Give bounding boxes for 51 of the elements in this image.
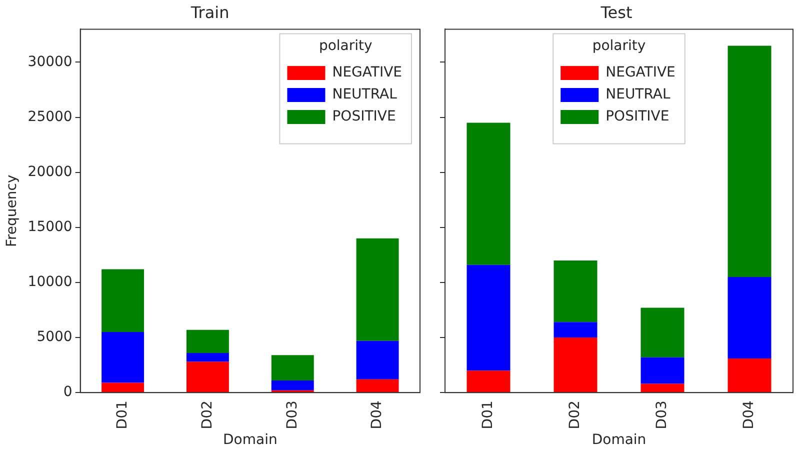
bar: [102, 269, 144, 332]
x-tick-label: D02: [567, 400, 584, 430]
x-tick-label: D02: [199, 400, 216, 430]
bar: [186, 352, 229, 362]
legend-label: POSITIVE: [606, 108, 670, 125]
bar: [102, 332, 144, 383]
y-axis-title: Frequency: [4, 174, 20, 248]
bar: [271, 380, 314, 390]
y-tick-label: 30000: [28, 54, 72, 70]
x-tick-label: D01: [114, 400, 130, 430]
chart-title: Test: [600, 2, 632, 22]
bar: [466, 264, 510, 371]
y-tick-label: 0: [63, 384, 72, 400]
x-tick-label: D04: [741, 400, 758, 430]
chart-title: Train: [190, 2, 230, 22]
bar: [356, 340, 399, 380]
legend-label: NEGATIVE: [332, 64, 402, 81]
bar: [466, 122, 510, 265]
bar: [554, 260, 598, 322]
bar: [186, 330, 229, 353]
bar: [102, 382, 144, 392]
x-tick-label: D03: [654, 400, 670, 430]
legend-label: NEUTRAL: [332, 86, 398, 103]
bar: [728, 276, 772, 358]
legend-label: POSITIVE: [332, 108, 396, 125]
y-tick-label: 10000: [28, 274, 72, 290]
bar: [554, 322, 598, 338]
y-tick-label: 25000: [28, 108, 72, 125]
legend-title: polarity: [318, 38, 372, 54]
legend-label: NEUTRAL: [606, 86, 670, 103]
bar: [728, 46, 772, 277]
x-tick-label: D04: [369, 400, 386, 430]
x-axis-title: Domain: [223, 432, 278, 448]
legend-label: NEGATIVE: [606, 64, 676, 81]
bar: [640, 384, 684, 392]
bar: [466, 370, 510, 392]
legend-title: polarity: [592, 38, 646, 54]
bar: [271, 355, 314, 380]
bar: [186, 362, 229, 392]
x-tick-label: D03: [284, 400, 300, 430]
x-axis-title: Domain: [592, 432, 646, 448]
bar: [356, 379, 399, 392]
x-tick-label: D01: [480, 400, 496, 430]
bar: [554, 338, 598, 392]
y-tick-label: 20000: [28, 164, 72, 180]
y-tick-label: 15000: [28, 219, 72, 236]
y-tick-label: 5000: [36, 329, 72, 346]
bar: [640, 308, 684, 358]
bar: [640, 357, 684, 384]
bar: [728, 358, 772, 392]
bar: [356, 238, 399, 341]
